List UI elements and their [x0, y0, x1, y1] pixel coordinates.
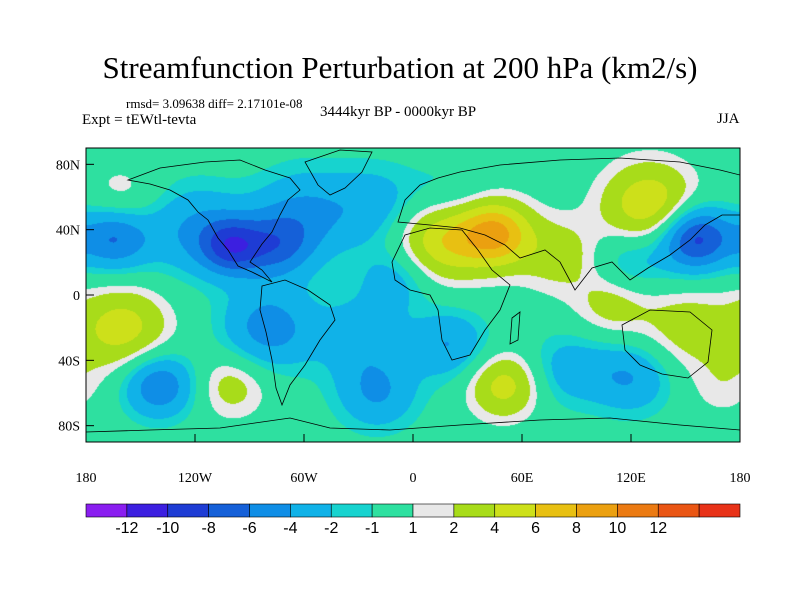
x-axis: 180 120W 60W 0 60E 120E 180 — [76, 434, 751, 486]
x-tick-label: 0 — [410, 471, 417, 486]
colorbar-labels: -12 -10 -8 -6 -4 -2 -1 1 2 4 6 8 10 12 — [115, 520, 667, 537]
colorbar-label: -12 — [115, 520, 138, 537]
colorbar-label: -6 — [242, 520, 256, 537]
y-tick-label: 0 — [73, 289, 80, 304]
field-raster — [86, 148, 740, 442]
colorbar-label: 12 — [649, 520, 667, 537]
coastline-greenland — [304, 149, 373, 196]
colorbar-swatch — [412, 503, 455, 518]
x-tick-label: 120E — [616, 471, 646, 486]
stats-text: rmsd= 3.09638 diff= 2.17101e-08 — [126, 96, 303, 111]
colorbar-swatch — [208, 503, 250, 518]
colorbar-swatch — [330, 503, 373, 518]
x-tick-label: 180 — [730, 471, 751, 486]
period-label: 3444kyr BP - 0000kyr BP — [320, 104, 477, 120]
y-tick-label: 40S — [58, 354, 80, 369]
y-tick-label: 80N — [56, 158, 80, 173]
colorbar-swatch — [85, 503, 128, 518]
y-axis: 80N 40N 0 40S 80S — [56, 158, 94, 435]
coastline-madagascar — [509, 311, 521, 345]
experiment-label: Expt = tEWtl-tevta — [82, 112, 197, 128]
x-tick-label: 60E — [511, 471, 534, 486]
field-layer — [86, 148, 740, 442]
colorbar-swatch — [657, 503, 700, 518]
colorbar-swatch — [494, 503, 536, 518]
colorbar-label: 10 — [608, 520, 626, 537]
colorbar-label: 8 — [572, 520, 581, 537]
coastline-south-america — [259, 279, 336, 407]
coastline-australia — [621, 309, 713, 379]
coastlines — [85, 149, 741, 433]
colorbar-label: 4 — [490, 520, 499, 537]
colorbar-label: -2 — [324, 520, 338, 537]
colorbar-swatch — [576, 503, 618, 518]
colorbar-label: -1 — [365, 520, 379, 537]
coastline-eurasia — [397, 157, 741, 291]
colorbar-swatch — [290, 503, 332, 518]
colorbar-swatch — [453, 503, 496, 518]
colorbar-label: 6 — [531, 520, 540, 537]
colorbar-label: -10 — [156, 520, 179, 537]
coastline-africa — [391, 227, 511, 361]
colorbar-swatch — [698, 503, 741, 518]
coastline-antarctica — [85, 417, 741, 433]
colorbar-label: 1 — [409, 520, 418, 537]
x-tick-label: 180 — [76, 471, 97, 486]
colorbar-label: -8 — [202, 520, 216, 537]
colorbar-label: 2 — [449, 520, 458, 537]
coastline-north-america — [126, 159, 301, 283]
colorbar-swatch — [371, 503, 414, 518]
season-label: JJA — [717, 111, 740, 127]
y-tick-label: 80S — [58, 420, 80, 435]
colorbar-swatch — [249, 503, 291, 518]
chart-title: Streamfunction Perturbation at 200 hPa (… — [102, 50, 698, 85]
colorbar-swatch — [535, 503, 577, 518]
x-tick-label: 60W — [290, 471, 318, 486]
colorbar-swatch — [617, 503, 659, 518]
x-tick-label: 120W — [178, 471, 213, 486]
colorbar — [85, 503, 741, 518]
colorbar-swatch — [126, 503, 169, 518]
colorbar-label: -4 — [283, 520, 297, 537]
colorbar-swatch — [167, 503, 209, 518]
y-tick-label: 40N — [56, 224, 80, 239]
